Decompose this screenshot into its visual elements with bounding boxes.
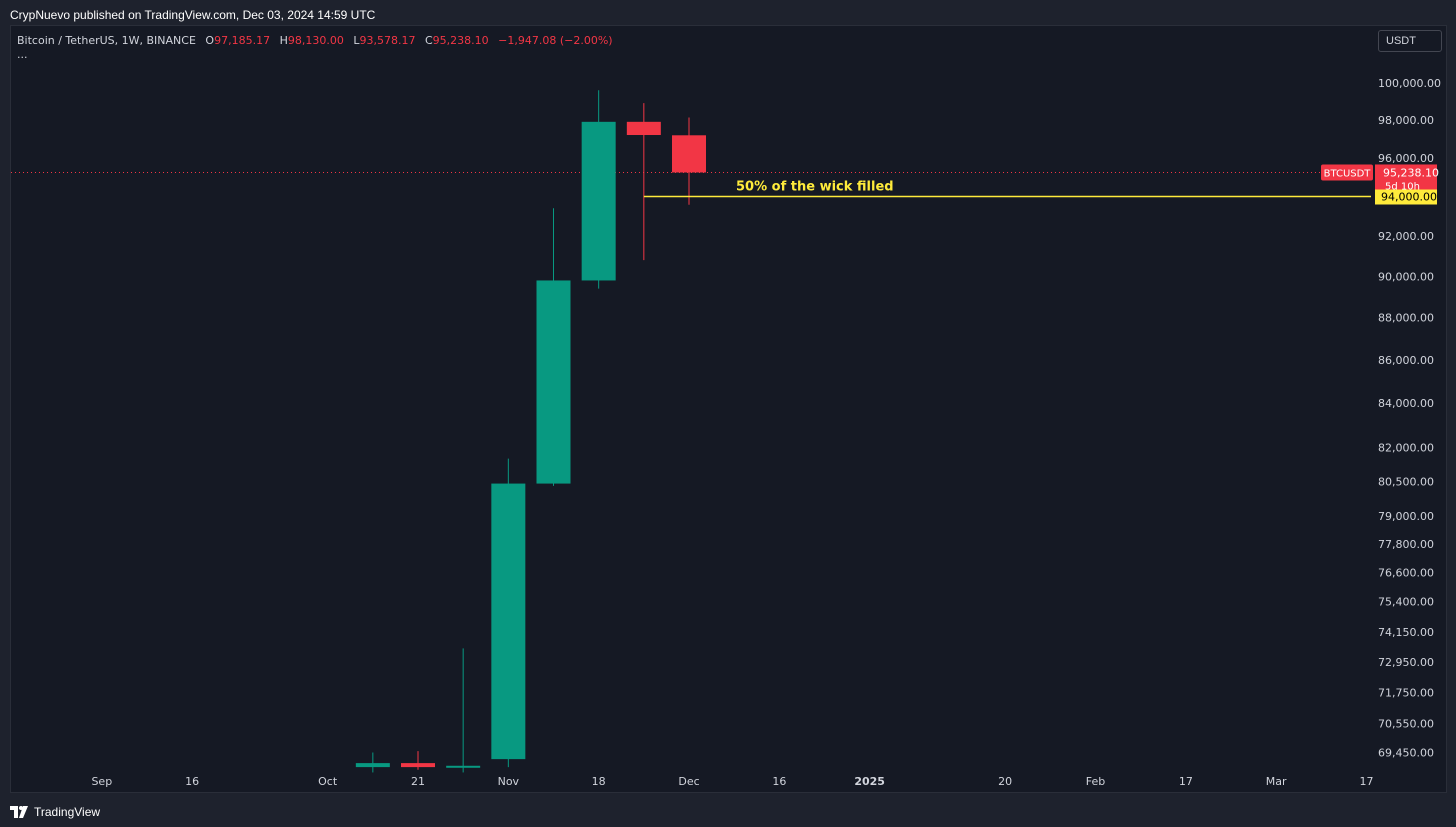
x-tick-label: Sep	[91, 775, 112, 788]
high-label: H	[279, 34, 288, 47]
y-tick-label: 80,500.00	[1378, 475, 1434, 488]
y-tick-label: 90,000.00	[1378, 270, 1434, 283]
tradingview-icon	[10, 806, 28, 818]
open-label: O	[205, 34, 215, 47]
price-label-bg	[1375, 164, 1437, 193]
low-value: 93,578.17	[359, 34, 416, 47]
y-tick-label: 74,150.00	[1378, 626, 1434, 639]
symbol-name: Bitcoin / TetherUS, 1W, BINANCE	[17, 34, 196, 47]
price-chart[interactable]: 100,000.00 98,000.00 96,000.00 92,000.00 90,…	[11, 26, 1447, 793]
level-label-bg	[1375, 189, 1437, 205]
x-tick-label: Oct	[318, 775, 338, 788]
candle-body	[491, 483, 526, 760]
x-tick-label: Mar	[1266, 775, 1287, 788]
open-value: 97,185.17	[214, 34, 271, 47]
x-tick-label: 20	[998, 775, 1012, 788]
wick-annotation: 50% of the wick filled	[736, 180, 894, 195]
y-tick-label: 88,000.00	[1378, 312, 1434, 325]
publish-info: CrypNuevo published on TradingView.com, …	[10, 8, 376, 22]
candle-body	[536, 280, 571, 484]
y-tick-label: 77,800.00	[1378, 538, 1434, 551]
x-tick-label: 2025	[854, 775, 885, 788]
candle-body	[672, 135, 706, 173]
x-tick-label: Dec	[678, 775, 699, 788]
close-value: 95,238.10	[432, 34, 489, 47]
change-value: −1,947.08 (−2.00%)	[498, 34, 613, 47]
x-tick-label: 21	[411, 775, 425, 788]
candle-body	[626, 121, 661, 136]
y-tick-label: 98,000.00	[1378, 114, 1434, 127]
candle-body	[355, 763, 390, 768]
countdown-label: 5d 10h	[1385, 181, 1420, 192]
x-tick-label: Nov	[498, 775, 520, 788]
y-tick-label: 100,000.00	[1378, 77, 1441, 90]
x-tick-label: 18	[592, 775, 606, 788]
x-tick-label: 17	[1179, 775, 1193, 788]
currency-button[interactable]: USDT	[1378, 30, 1442, 52]
x-tick-label: 16	[772, 775, 786, 788]
footer-brand: TradingView	[34, 805, 101, 819]
low-label: L	[353, 34, 360, 47]
candle-body	[581, 121, 616, 281]
more-button[interactable]: ...	[17, 48, 28, 61]
x-tick-label: 16	[185, 775, 199, 788]
high-value: 98,130.00	[287, 34, 344, 47]
y-tick-label: 92,000.00	[1378, 230, 1434, 243]
x-tick-label: Feb	[1086, 775, 1105, 788]
currency-label: USDT	[1386, 35, 1416, 47]
y-tick-label: 69,450.00	[1378, 747, 1434, 760]
footer-bar: TradingView	[0, 795, 1456, 827]
y-tick-label: 72,950.00	[1378, 656, 1434, 669]
x-tick-label: 17	[1360, 775, 1374, 788]
y-tick-label: 96,000.00	[1378, 152, 1434, 165]
candle-body	[401, 763, 435, 768]
y-tick-label: 75,400.00	[1378, 596, 1434, 609]
symbol-tag: BTCUSDT	[1324, 168, 1372, 179]
tradingview-logo[interactable]: TradingView	[10, 805, 100, 819]
y-tick-label: 82,000.00	[1378, 441, 1434, 454]
y-tick-label: 84,000.00	[1378, 397, 1434, 410]
y-tick-label: 79,000.00	[1378, 510, 1434, 523]
publish-bar: CrypNuevo published on TradingView.com, …	[0, 0, 1456, 28]
level-label: 94,000.00	[1381, 191, 1437, 204]
y-tick-label: 76,600.00	[1378, 567, 1434, 580]
close-label: C	[424, 34, 433, 47]
candle-body	[446, 765, 481, 768]
y-tick-label: 71,750.00	[1378, 687, 1434, 700]
y-tick-label: 70,550.00	[1378, 718, 1434, 731]
y-tick-label: 86,000.00	[1378, 354, 1434, 367]
chart-frame[interactable]: 100,000.00 98,000.00 96,000.00 92,000.00 90,…	[10, 25, 1447, 793]
price-label: 95,238.10	[1383, 166, 1439, 179]
symbol-tag-bg	[1321, 164, 1373, 181]
symbol-legend: Bitcoin / TetherUS, 1W, BINANCE O97,185.…	[17, 34, 613, 61]
